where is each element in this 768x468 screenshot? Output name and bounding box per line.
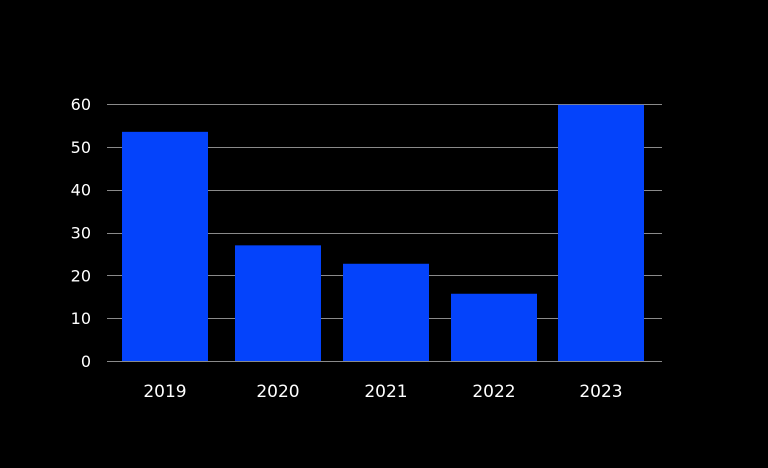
- bar-2020: [235, 245, 321, 361]
- x-category-label: 2020: [256, 382, 299, 402]
- y-tick-label: 30: [71, 224, 91, 243]
- y-tick-label: 40: [71, 181, 91, 200]
- y-tick-label: 20: [71, 266, 91, 285]
- y-axis-tick-labels: 0 10 20 30 40 50 60: [71, 95, 91, 371]
- bar-2021: [343, 263, 429, 361]
- bar-2019: [122, 131, 208, 361]
- x-axis-category-labels: 2019 2020 2021 2022 2023: [143, 382, 622, 402]
- y-tick-label: 0: [81, 352, 91, 371]
- x-category-label: 2021: [364, 382, 407, 402]
- y-tick-label: 50: [71, 138, 91, 157]
- x-category-label: 2019: [143, 382, 186, 402]
- y-tick-label: 60: [71, 95, 91, 114]
- y-tick-label: 10: [71, 309, 91, 328]
- bar-2023: [558, 104, 644, 362]
- bars: [122, 104, 644, 362]
- x-category-label: 2023: [579, 382, 622, 402]
- bar-2022: [451, 293, 537, 361]
- x-category-label: 2022: [472, 382, 515, 402]
